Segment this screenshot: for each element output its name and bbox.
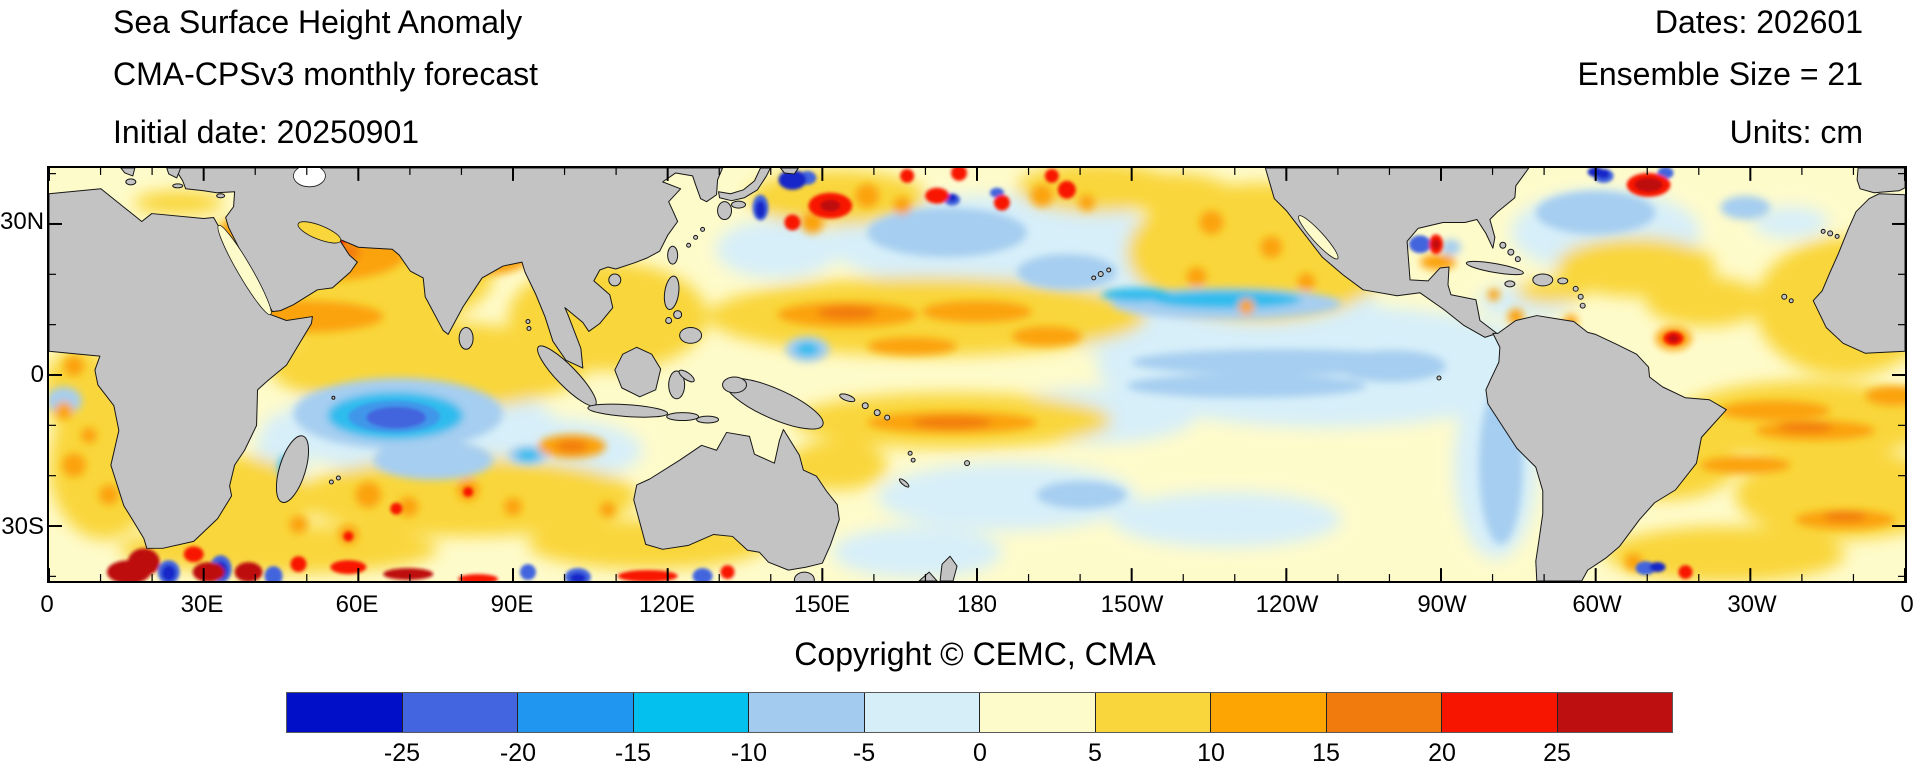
land-south-america (1485, 315, 1727, 581)
cb-label-m10: -10 (730, 739, 768, 767)
land-luzon (663, 275, 680, 310)
land-sri-lanka (458, 326, 474, 350)
cb-label-15: 15 (1312, 739, 1340, 767)
persian-gulf (297, 221, 342, 244)
initial-date-label: Initial date: 20250901 (113, 114, 420, 150)
sea-overlays (217, 168, 1339, 316)
land-italy (120, 168, 136, 177)
land-java (587, 403, 669, 418)
land-canary-islands (1827, 230, 1834, 237)
lon-label-150w: 150W (1100, 591, 1164, 618)
land-iberia (1856, 168, 1905, 194)
units-label: Units: cm (1729, 114, 1863, 150)
cb-label-20: 20 (1428, 739, 1456, 767)
axis-ticks (49, 168, 1905, 581)
caspian-sea-nodata (293, 168, 326, 188)
land-madagascar (275, 435, 310, 503)
lon-label-30w: 30W (1727, 591, 1777, 618)
gulf-of-california (1298, 215, 1339, 260)
land-kyushu (717, 201, 733, 220)
land-north-america (1264, 168, 1530, 338)
ensemble-size-label: Ensemble Size = 21 (1577, 56, 1864, 92)
colorbar-segments (286, 692, 1673, 733)
lon-label-30e: 30E (180, 591, 224, 618)
land-borneo (614, 346, 662, 398)
lon-label-90w: 90W (1417, 591, 1467, 618)
lat-label-0: 0 (30, 361, 44, 388)
red-sea (217, 224, 272, 316)
land-galapagos (1436, 375, 1442, 381)
land-fiji (964, 460, 971, 467)
land-cape-verde (1781, 293, 1788, 300)
valid-dates-label: Dates: 202601 (1654, 4, 1863, 40)
land-hispaniola (1532, 273, 1554, 287)
land-new-britain (839, 393, 856, 403)
map-panel (47, 166, 1907, 583)
cb-label-5: 5 (1088, 739, 1102, 767)
lon-label-120e: 120E (638, 591, 696, 618)
land-hainan (608, 273, 622, 287)
land-africa-northwest (1812, 193, 1905, 354)
cb-label-m15: -15 (614, 739, 652, 767)
plot-subtitle: CMA-CPSv3 monthly forecast (113, 56, 539, 92)
copyright-notice: Copyright © CEMC, CMA (794, 636, 1156, 672)
land-new-caledonia (898, 478, 910, 488)
lon-label-120w: 120W (1255, 591, 1319, 618)
world-anomaly-map (49, 168, 1905, 581)
land-honshu (718, 168, 771, 202)
land-crete (172, 183, 184, 189)
land-eurasia (174, 168, 724, 369)
land-sulawesi (668, 370, 686, 400)
plot-title: Sea Surface Height Anomaly (113, 4, 523, 40)
land-cuba (1465, 260, 1524, 276)
land-new-zealand-north (939, 555, 958, 581)
land-shikoku (731, 200, 746, 209)
cb-label-m20: -20 (499, 739, 537, 767)
lat-label-30s: 30S (1, 513, 44, 540)
cb-label-25: 25 (1543, 739, 1571, 767)
land-tasmania (793, 571, 815, 581)
lon-label-0w: 0 (1900, 591, 1914, 618)
land-taiwan (667, 245, 679, 265)
anomaly-field-layer (49, 168, 1905, 581)
lon-label-90e: 90E (490, 591, 534, 618)
lon-label-60w: 60W (1572, 591, 1622, 618)
lat-label-30n: 30N (0, 208, 45, 235)
land-jamaica (1504, 280, 1516, 288)
cb-label-10: 10 (1197, 739, 1225, 767)
lon-label-60e: 60E (335, 591, 379, 618)
land-layer (49, 168, 1905, 581)
cb-label-0: 0 (973, 739, 987, 767)
lon-label-180: 180 (956, 591, 998, 618)
land-mindanao (679, 326, 703, 344)
land-sicily (125, 178, 137, 186)
land-australia (633, 428, 840, 571)
land-cyprus (216, 193, 226, 199)
land-hawaii (1097, 271, 1104, 277)
cb-label-m5: -5 (852, 739, 876, 767)
cb-label-m25: -25 (383, 739, 421, 767)
land-new-zealand-south (918, 571, 938, 581)
lon-label-0e: 0 (40, 591, 54, 618)
lon-label-150e: 150E (793, 591, 851, 618)
land-hokkaido (779, 168, 799, 175)
land-greece (166, 168, 182, 179)
land-puerto-rico (1557, 277, 1569, 285)
